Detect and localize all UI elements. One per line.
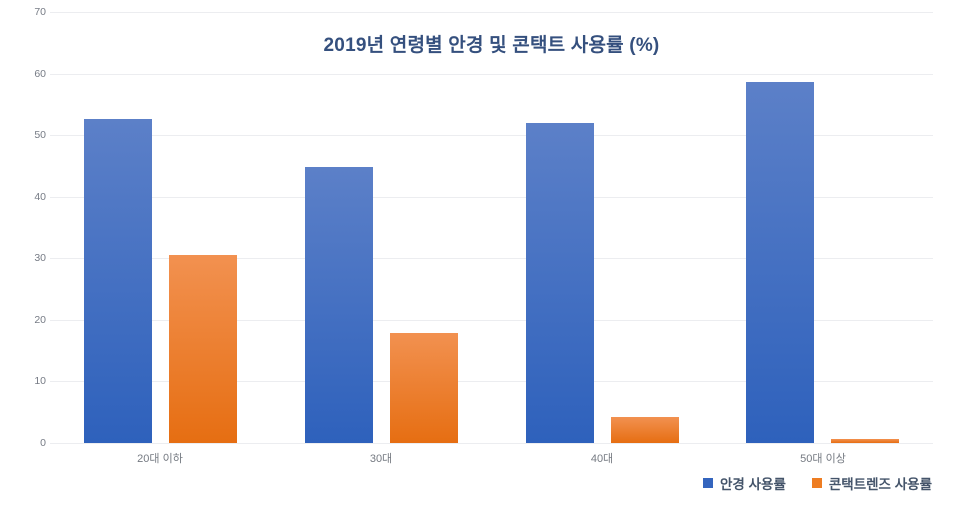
bar-glasses-0: [84, 119, 152, 443]
gridline-y10: [50, 381, 933, 382]
bar-glasses-2: [526, 123, 594, 443]
bar-contacts-0: [169, 255, 237, 443]
y-axis-tick-10: 10: [34, 375, 46, 387]
x-axis-label-1: 30대: [369, 453, 393, 465]
legend: 안경 사용률 콘택트렌즈 사용률: [703, 473, 932, 493]
legend-label-contacts: 콘택트렌즈 사용률: [828, 477, 932, 492]
gridline-y60: [50, 74, 933, 75]
y-axis-tick-70: 70: [34, 6, 46, 18]
y-axis-tick-40: 40: [34, 191, 46, 203]
y-axis-tick-30: 30: [34, 252, 46, 264]
gridline-y20: [50, 320, 933, 321]
legend-swatch-glasses-icon: [703, 478, 714, 488]
x-axis-label-2: 40대: [590, 453, 614, 465]
gridline-y70: [50, 12, 933, 13]
y-axis-tick-50: 50: [34, 129, 46, 141]
gridline-y50: [50, 135, 933, 136]
bar-glasses-1: [305, 167, 373, 443]
gridline-y30: [50, 258, 933, 259]
y-axis-tick-20: 20: [34, 314, 46, 326]
legend-item-contacts: 콘택트렌즈 사용률: [811, 473, 932, 493]
y-axis-tick-0: 0: [40, 437, 46, 449]
gridline-y0: [50, 443, 933, 444]
bar-glasses-3: [746, 82, 814, 443]
chart-title: 2019년 연령별 안경 및 콘택트 사용률 (%): [323, 35, 660, 56]
bar-contacts-2: [611, 417, 679, 443]
x-axis-label-3: 50대 이상: [800, 453, 846, 465]
bar-contacts-3: [831, 439, 899, 443]
bar-contacts-1: [390, 333, 458, 443]
x-axis-label-0: 20대 이하: [137, 453, 183, 465]
legend-swatch-contacts-icon: [811, 478, 822, 488]
gridline-y40: [50, 197, 933, 198]
legend-item-glasses: 안경 사용률: [703, 473, 786, 493]
legend-label-glasses: 안경 사용률: [720, 477, 786, 492]
y-axis-tick-60: 60: [34, 68, 46, 80]
